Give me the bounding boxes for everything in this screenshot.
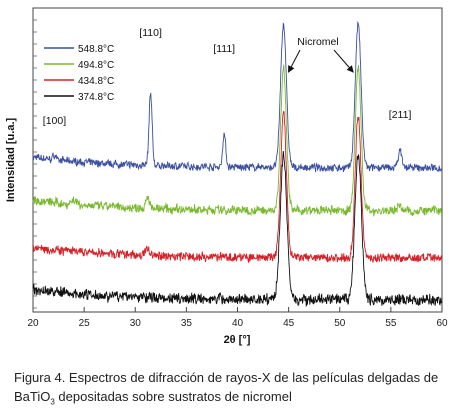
legend-label: 434.8°C (78, 76, 114, 87)
y-ticks (33, 19, 37, 309)
series-line-434.8°C (32, 110, 443, 264)
x-tick-label: 30 (130, 318, 142, 329)
spectra-traces (32, 21, 443, 308)
peak-annotations: [100] [110] [111] Nicromel [211] (43, 27, 412, 127)
y-axis-title: Intensidad [u.a.] (5, 117, 17, 202)
annotation-label: [110] (139, 27, 162, 39)
x-ticks: 20 25 30 35 40 45 50 55 60 (27, 307, 448, 329)
annotation-label: [111] (213, 43, 235, 55)
series-line-494.8°C (32, 64, 443, 218)
series-line-548.8°C (32, 21, 443, 173)
x-tick-label: 40 (232, 318, 244, 329)
x-tick-label: 45 (283, 318, 295, 329)
legend-label: 494.8°C (78, 60, 114, 71)
x-axis-title: 2θ [°] (224, 334, 251, 346)
x-tick-label: 55 (385, 318, 397, 329)
legend: 548.8°C 494.8°C 434.8°C 374.8°C (44, 44, 114, 103)
x-tick-label: 25 (79, 318, 91, 329)
x-tick-label: 60 (436, 318, 448, 329)
legend-label: 548.8°C (78, 44, 114, 55)
annotation-label: [211] (389, 109, 412, 121)
x-tick-label: 35 (181, 318, 193, 329)
annotation-arrow (288, 49, 301, 73)
caption-text-end: depositadas sobre sustratos de nicromel (54, 389, 292, 404)
x-tick-label: 50 (334, 318, 346, 329)
legend-label: 374.8°C (78, 92, 114, 103)
annotation-label: Nicromel (297, 36, 338, 48)
caption-text: Figura 4. Espectros de difracción de ray… (14, 370, 439, 404)
series-line-374.8°C (32, 150, 443, 308)
annotation-arrow (333, 49, 354, 73)
figure-caption: Figura 4. Espectros de difracción de ray… (14, 368, 444, 412)
x-tick-label: 20 (27, 318, 39, 329)
xrd-chart: 20 25 30 35 40 45 50 55 60 [100] [110] [111] Nicrom… (5, 7, 448, 346)
caption-subscript: 3 (50, 397, 55, 407)
annotation-label: [100] (43, 115, 66, 127)
